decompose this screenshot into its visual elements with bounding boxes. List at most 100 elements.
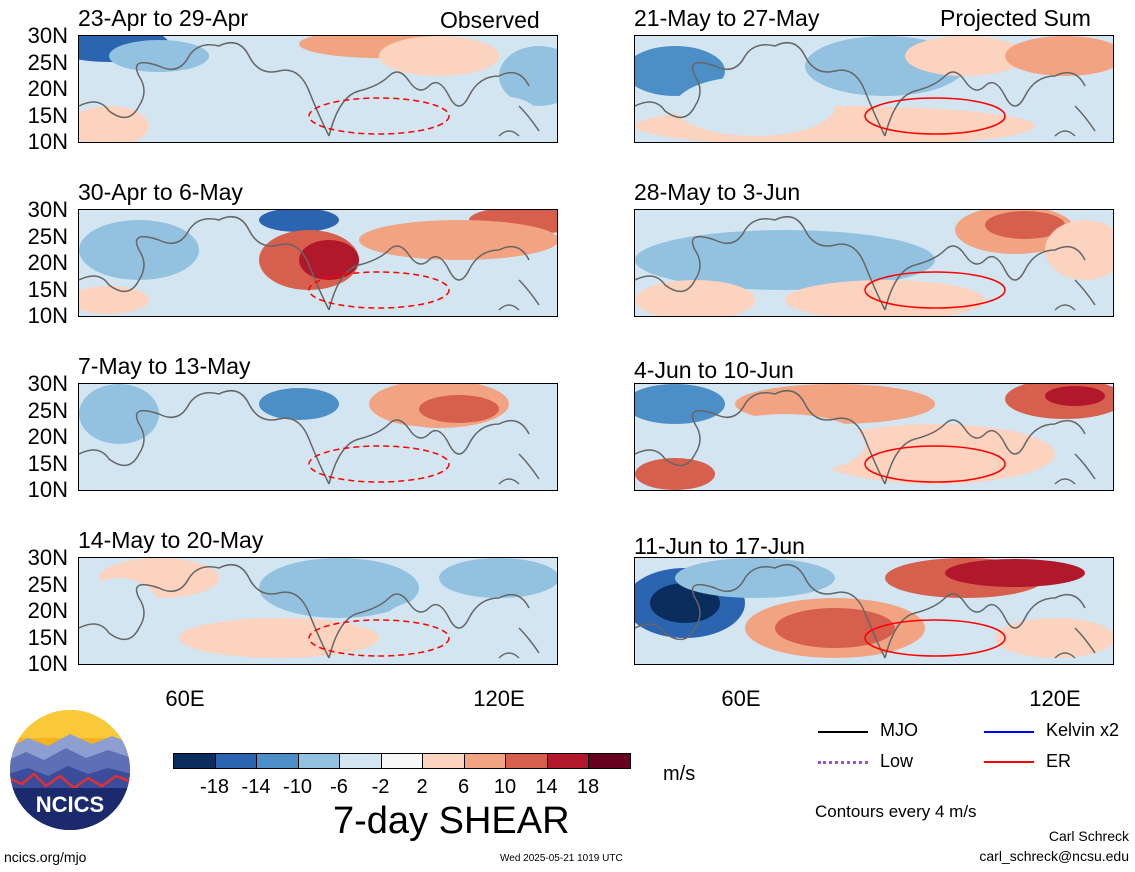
panel-title-p6: 28-May to 3-Jun <box>634 179 801 205</box>
colorbar-label: -18 <box>200 776 229 798</box>
shear-map <box>635 558 1113 664</box>
shear-region <box>785 280 985 316</box>
logo-text: NCICS <box>36 792 104 817</box>
panel-title-p7: 4-Jun to 10-Jun <box>634 357 794 383</box>
colorbar-swatch <box>214 753 257 769</box>
er-contour <box>308 619 450 657</box>
map-panel-p5 <box>634 35 1114 143</box>
colorbar-swatch <box>173 753 216 769</box>
coastline <box>635 563 1096 659</box>
shear-map <box>635 36 1113 142</box>
shear-map <box>635 210 1113 316</box>
coastline <box>79 215 540 311</box>
shear-region <box>379 598 499 658</box>
er-contour <box>308 97 450 135</box>
lon-label-60e-left: 60E <box>165 686 205 711</box>
credit-author: Carl Schreck <box>1048 828 1129 844</box>
coastline <box>79 563 540 659</box>
shear-region <box>259 558 419 618</box>
colorbar-swatch <box>380 753 423 769</box>
colorbar-label: -14 <box>241 776 271 798</box>
shear-region <box>635 280 755 316</box>
shear-region <box>359 220 557 260</box>
colorbar-units: m/s <box>663 763 696 785</box>
lat-label: 25N <box>27 223 68 249</box>
shear-region <box>815 424 1055 484</box>
colorbar-swatch <box>546 753 589 769</box>
colorbar-label: 10 <box>493 776 517 798</box>
panel-tag-observed: Observed <box>440 7 540 33</box>
panel-tag-projected: Projected Sum <box>940 5 1091 31</box>
shear-map <box>79 558 557 664</box>
map-panel-p1 <box>78 35 558 143</box>
colorbar-swatch <box>256 753 299 769</box>
shear-region <box>499 46 557 106</box>
shear-region <box>79 578 159 638</box>
legend-line-kelvin <box>984 731 1034 733</box>
legend-label-low: Low <box>880 751 914 771</box>
lat-label: 25N <box>27 571 68 597</box>
colorbar-swatch <box>422 753 465 769</box>
colorbar-swatch <box>297 753 340 769</box>
lat-label: 10N <box>27 303 68 328</box>
er-contour <box>308 271 450 309</box>
shear-region <box>179 618 379 658</box>
shear-region <box>419 266 539 314</box>
map-panel-p2 <box>78 209 558 317</box>
coastline <box>635 389 1096 485</box>
shear-region <box>675 76 835 136</box>
shear-region <box>705 414 865 474</box>
map-panel-p6 <box>634 209 1114 317</box>
colorbar-swatch <box>588 753 631 769</box>
panel-title-p5: 21-May to 27-May <box>634 5 820 31</box>
lat-label: 15N <box>27 624 68 650</box>
legend-label-kelvin: Kelvin x2 <box>1046 720 1120 740</box>
er-contour <box>864 445 1006 483</box>
colorbar-label: -10 <box>283 776 312 798</box>
shear-region <box>995 618 1113 658</box>
site-url[interactable]: ncics.org/mjo <box>4 849 87 865</box>
panel-title-p3: 7-May to 13-May <box>78 353 251 379</box>
colorbar-title: 7-day SHEAR <box>333 800 570 842</box>
shear-map <box>79 384 557 490</box>
colorbar-label: 6 <box>457 776 470 798</box>
timestamp: Wed 2025-05-21 1019 UTC <box>500 853 623 864</box>
er-contour <box>864 271 1006 309</box>
coastline <box>79 389 540 485</box>
shear-region <box>79 384 159 444</box>
credit-email: carl_schreck@ncsu.edu <box>979 848 1129 864</box>
lat-label: 20N <box>27 76 68 101</box>
ncics-logo: NCICS <box>8 708 132 832</box>
shear-region <box>1045 220 1113 280</box>
shear-region <box>1045 386 1105 406</box>
shear-region <box>79 286 149 314</box>
colorbar-label: 14 <box>535 776 558 798</box>
shear-region <box>459 96 539 136</box>
panel-title-p1: 23-Apr to 29-Apr <box>78 5 249 31</box>
er-contour <box>864 619 1006 657</box>
colorbar-label: 18 <box>576 776 600 798</box>
lat-label: 30N <box>27 371 68 396</box>
shear-region <box>259 388 339 420</box>
colorbar-label: -2 <box>371 776 390 798</box>
lat-label: 10N <box>27 477 68 502</box>
shear-region <box>299 240 359 280</box>
lon-label-120e-right: 120E <box>1029 686 1081 711</box>
lat-label: 30N <box>27 197 68 222</box>
legend-line-mjo <box>818 731 868 733</box>
shear-map <box>79 36 557 142</box>
er-contour <box>864 97 1006 135</box>
shear-map <box>635 384 1113 490</box>
lat-label: 15N <box>27 450 68 476</box>
coastline <box>79 41 540 137</box>
lat-label: 15N <box>27 276 68 302</box>
lat-label: 10N <box>27 651 68 676</box>
lon-label-60e-right: 60E <box>721 686 761 711</box>
legend-line-er <box>984 761 1034 763</box>
lat-label: 20N <box>27 250 68 275</box>
lat-label: 20N <box>27 598 68 623</box>
shear-map <box>79 210 557 316</box>
legend-label-er: ER <box>1046 751 1072 771</box>
shear-region <box>279 424 479 484</box>
er-contour <box>308 445 450 483</box>
